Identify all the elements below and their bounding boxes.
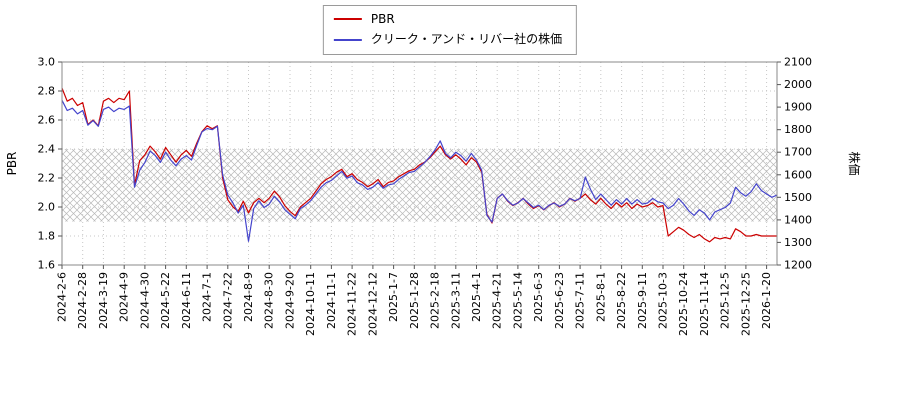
svg-text:2024-8-9: 2024-8-9	[242, 272, 255, 322]
legend-label-pbr: PBR	[370, 12, 395, 26]
legend-line-stock-icon	[333, 38, 362, 41]
svg-text:2025-4-21: 2025-4-21	[491, 272, 504, 329]
svg-text:2.6: 2.6	[38, 114, 56, 127]
y-axis-left-title: PBR	[5, 152, 19, 176]
svg-text:2025-5-14: 2025-5-14	[511, 272, 524, 329]
svg-text:2025-2-18: 2025-2-18	[429, 272, 442, 329]
svg-text:2025-8-1: 2025-8-1	[594, 272, 607, 322]
svg-text:2025-6-3: 2025-6-3	[532, 272, 545, 322]
legend-item-stock-price: クリーク・アンド・リバー社の株価	[333, 32, 563, 47]
svg-text:2.2: 2.2	[38, 172, 56, 185]
svg-text:2025-7-11: 2025-7-11	[574, 272, 587, 329]
svg-text:1.8: 1.8	[38, 230, 56, 243]
y-axis-right-title: 株価	[847, 151, 862, 175]
svg-text:2.0: 2.0	[38, 201, 56, 214]
legend: PBR クリーク・アンド・リバー社の株価	[322, 5, 578, 55]
svg-text:2024-2-28: 2024-2-28	[76, 272, 89, 329]
svg-text:2024-8-30: 2024-8-30	[263, 272, 276, 329]
svg-text:2025-10-24: 2025-10-24	[677, 272, 690, 336]
svg-text:2024-7-22: 2024-7-22	[221, 272, 234, 329]
svg-text:2024-2-6: 2024-2-6	[56, 272, 69, 322]
svg-text:2100: 2100	[784, 56, 812, 69]
series-line-pbr	[61, 87, 777, 243]
svg-text:2025-6-23: 2025-6-23	[553, 272, 566, 329]
svg-text:1.6: 1.6	[38, 259, 56, 272]
svg-text:1200: 1200	[784, 259, 812, 272]
svg-text:2024-4-30: 2024-4-30	[138, 272, 151, 329]
svg-text:2025-1-7: 2025-1-7	[387, 272, 400, 322]
svg-text:2025-11-14: 2025-11-14	[698, 272, 711, 336]
svg-text:2024-9-20: 2024-9-20	[284, 272, 297, 329]
series-line-stock-price	[61, 100, 778, 242]
svg-text:2024-7-1: 2024-7-1	[201, 272, 214, 322]
svg-text:2024-4-9: 2024-4-9	[118, 272, 131, 322]
svg-text:3.0: 3.0	[38, 56, 56, 69]
svg-text:1600: 1600	[784, 168, 812, 181]
svg-text:2.8: 2.8	[38, 85, 56, 98]
legend-line-pbr-icon	[333, 18, 362, 21]
svg-text:2000: 2000	[784, 78, 812, 91]
svg-text:2025-1-28: 2025-1-28	[408, 272, 421, 329]
svg-text:2025-4-1: 2025-4-1	[470, 272, 483, 322]
svg-text:2.4: 2.4	[38, 143, 56, 156]
svg-text:2024-6-11: 2024-6-11	[180, 272, 193, 329]
svg-text:2024-3-19: 2024-3-19	[97, 272, 110, 329]
x-axis: 2024-2-6 2024-2-28 2024-3-19 2024-4-9 2024-4…	[56, 265, 773, 336]
svg-text:2025-3-11: 2025-3-11	[449, 272, 462, 329]
svg-text:2024-11-22: 2024-11-22	[346, 272, 359, 336]
svg-text:2025-8-22: 2025-8-22	[615, 272, 628, 329]
hatch-band	[62, 149, 777, 222]
svg-text:2026-1-20: 2026-1-20	[760, 272, 773, 329]
svg-text:1400: 1400	[784, 213, 812, 226]
svg-text:2024-10-11: 2024-10-11	[304, 272, 317, 336]
svg-text:2025-10-3: 2025-10-3	[657, 272, 670, 329]
legend-item-pbr: PBR	[333, 12, 562, 26]
svg-text:1900: 1900	[784, 101, 812, 114]
svg-text:2024-5-22: 2024-5-22	[159, 272, 172, 329]
y-axis-right: 1200 1300 1400 1500 1600 1700 1800 1900 2000 2100	[777, 56, 812, 272]
svg-text:2025-12-25: 2025-12-25	[739, 272, 752, 336]
svg-text:2024-11-1: 2024-11-1	[325, 272, 338, 329]
svg-text:1700: 1700	[784, 146, 812, 159]
svg-text:1300: 1300	[784, 236, 812, 249]
y-axis-left: 1.6 1.8 2.0 2.2 2.4 2.6 2.8 3.0	[38, 56, 62, 272]
svg-text:2024-12-12: 2024-12-12	[366, 272, 379, 336]
plot-border	[61, 61, 778, 266]
svg-text:2025-12-5: 2025-12-5	[719, 272, 732, 329]
legend-label-stock: クリーク・アンド・リバー社の株価	[370, 32, 563, 47]
svg-text:2025-9-11: 2025-9-11	[636, 272, 649, 329]
svg-text:1800: 1800	[784, 123, 812, 136]
svg-text:1500: 1500	[784, 191, 812, 204]
